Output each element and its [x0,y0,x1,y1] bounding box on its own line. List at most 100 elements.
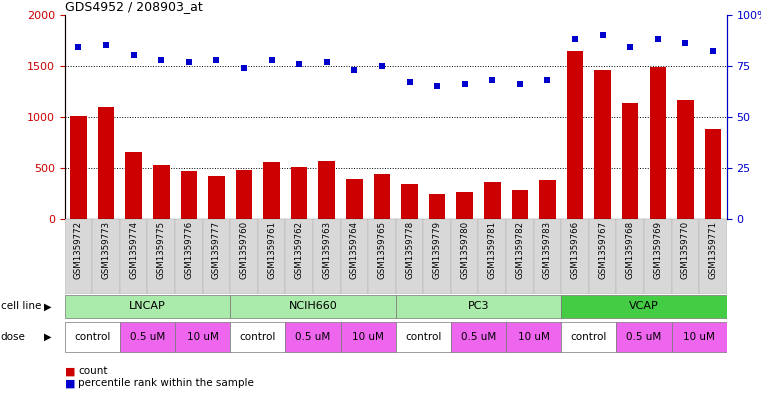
Text: GSM1359765: GSM1359765 [377,221,387,279]
Point [514,81,526,87]
Text: ▶: ▶ [44,332,52,342]
Text: GSM1359781: GSM1359781 [488,221,497,279]
Bar [120,321,175,353]
Point [155,56,167,62]
Bar [616,219,644,294]
Point [349,66,361,73]
Bar [671,219,699,294]
Text: control: control [74,332,110,342]
Text: GSM1359763: GSM1359763 [322,221,331,279]
Text: GSM1359779: GSM1359779 [432,221,441,279]
Bar [236,170,252,219]
Text: ■: ■ [65,378,75,388]
Text: control: control [240,332,276,342]
Text: percentile rank within the sample: percentile rank within the sample [78,378,254,388]
Point [569,36,581,42]
Bar [396,295,561,318]
Bar [202,219,230,294]
Bar [285,219,313,294]
Text: GSM1359771: GSM1359771 [708,221,718,279]
Bar [341,321,396,353]
Bar [285,321,341,353]
Text: control: control [571,332,607,342]
Bar [423,219,451,294]
Text: ■: ■ [65,366,75,376]
Bar [230,295,396,318]
Bar [506,219,533,294]
Point [651,36,664,42]
Bar [180,171,197,219]
Text: 0.5 uM: 0.5 uM [626,332,661,342]
Bar [120,219,148,294]
Bar [533,219,561,294]
Text: GSM1359760: GSM1359760 [240,221,249,279]
Bar [671,321,727,353]
Bar [561,321,616,353]
Bar [561,295,727,318]
Point [403,79,416,85]
Point [431,83,443,89]
Bar [396,219,423,294]
Text: GSM1359783: GSM1359783 [543,221,552,279]
Text: 10 uM: 10 uM [683,332,715,342]
Point [624,44,636,50]
Bar [511,190,528,219]
Bar [374,174,390,219]
Text: ▶: ▶ [44,301,52,311]
Text: GSM1359768: GSM1359768 [626,221,635,279]
Bar [429,194,445,219]
Text: GSM1359774: GSM1359774 [129,221,139,279]
Bar [677,100,694,219]
Text: GSM1359782: GSM1359782 [515,221,524,279]
Bar [65,219,92,294]
Text: GSM1359777: GSM1359777 [212,221,221,279]
Text: GSM1359778: GSM1359778 [405,221,414,279]
Text: cell line: cell line [1,301,41,311]
Point [266,56,278,62]
Bar [65,295,230,318]
Bar [594,70,611,219]
Bar [401,184,418,219]
Text: 0.5 uM: 0.5 uM [461,332,496,342]
Bar [705,129,721,219]
Bar [567,51,584,219]
Bar [506,321,561,353]
Bar [263,162,280,219]
Bar [539,180,556,219]
Bar [341,219,368,294]
Text: NCIH660: NCIH660 [288,301,337,311]
Point [320,59,333,65]
Text: dose: dose [1,332,26,342]
Text: GSM1359764: GSM1359764 [350,221,359,279]
Point [541,77,553,83]
Bar [649,67,666,219]
Text: 10 uM: 10 uM [352,332,384,342]
Bar [622,103,638,219]
Point [210,56,222,62]
Text: 0.5 uM: 0.5 uM [130,332,165,342]
Bar [209,176,224,219]
Point [128,52,140,59]
Point [597,32,609,38]
Text: 0.5 uM: 0.5 uM [295,332,330,342]
Point [459,81,471,87]
Point [680,40,692,46]
Bar [175,321,230,353]
Bar [589,219,616,294]
Bar [230,219,258,294]
Text: GSM1359780: GSM1359780 [460,221,470,279]
Text: PC3: PC3 [468,301,489,311]
Bar [699,219,727,294]
Bar [258,219,285,294]
Text: GSM1359766: GSM1359766 [571,221,580,279]
Bar [346,179,362,219]
Text: GSM1359767: GSM1359767 [598,221,607,279]
Bar [291,167,307,219]
Bar [313,219,340,294]
Bar [457,192,473,219]
Point [376,62,388,69]
Text: 10 uM: 10 uM [517,332,549,342]
Point [293,61,305,67]
Bar [148,219,175,294]
Text: GSM1359761: GSM1359761 [267,221,276,279]
